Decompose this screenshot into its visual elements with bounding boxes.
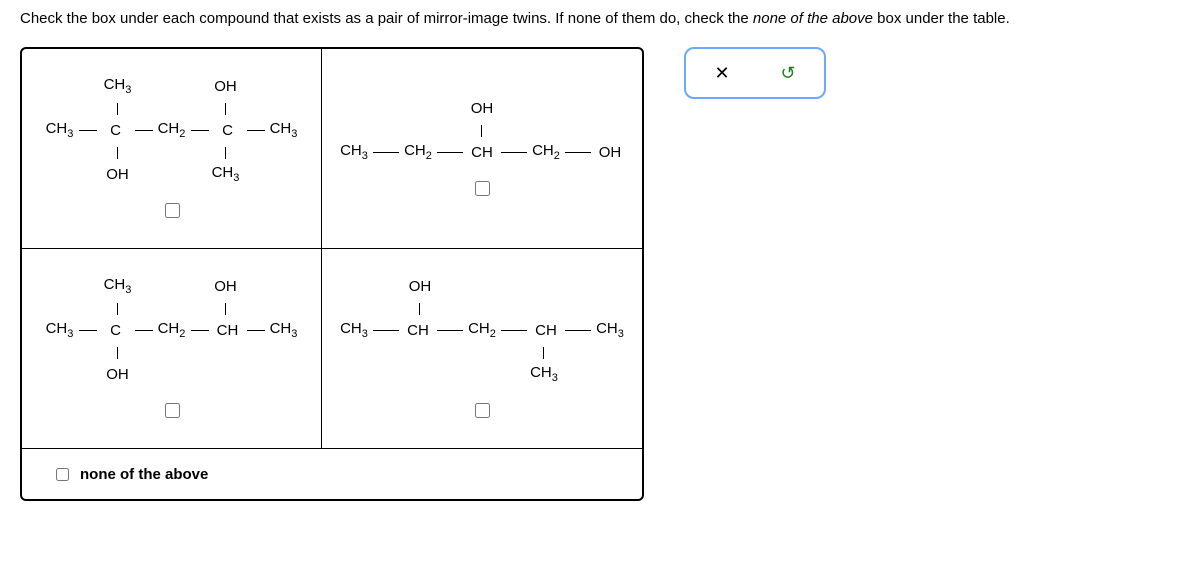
action-buttons: ✕ ↺ bbox=[684, 47, 826, 99]
compound-d-checkbox[interactable] bbox=[475, 403, 490, 418]
none-row: none of the above bbox=[22, 449, 642, 499]
none-checkbox[interactable] bbox=[56, 468, 69, 481]
question-prompt: Check the box under each compound that e… bbox=[20, 10, 1180, 27]
prompt-pre: Check the box under each compound that e… bbox=[20, 10, 753, 27]
compound-cell-d: OH CH3 CH CH2 bbox=[322, 249, 642, 449]
reset-button[interactable]: ↺ bbox=[758, 55, 818, 91]
compound-cell-b: OH CH3 CH2 CH bbox=[322, 49, 642, 249]
close-button[interactable]: ✕ bbox=[692, 55, 752, 91]
compound-c-checkbox[interactable] bbox=[165, 403, 180, 418]
compound-cell-a: CH3 OH CH3 C CH2 bbox=[22, 49, 322, 249]
molecule-a: CH3 OH CH3 C CH2 bbox=[42, 77, 302, 185]
compound-b-checkbox[interactable] bbox=[475, 181, 490, 196]
molecule-c: CH3 OH CH3 C CH2 bbox=[42, 277, 302, 385]
molecule-b: OH CH3 CH2 CH bbox=[336, 99, 628, 163]
compound-a-checkbox[interactable] bbox=[165, 203, 180, 218]
none-label: none of the above bbox=[80, 466, 208, 483]
reset-icon: ↺ bbox=[780, 63, 795, 84]
molecule-d: OH CH3 CH CH2 bbox=[336, 277, 628, 385]
prompt-em: none of the above bbox=[753, 10, 873, 27]
compound-table: CH3 OH CH3 C CH2 bbox=[20, 47, 644, 501]
compound-cell-c: CH3 OH CH3 C CH2 bbox=[22, 249, 322, 449]
close-icon: ✕ bbox=[714, 63, 729, 84]
prompt-post: box under the table. bbox=[873, 10, 1010, 27]
